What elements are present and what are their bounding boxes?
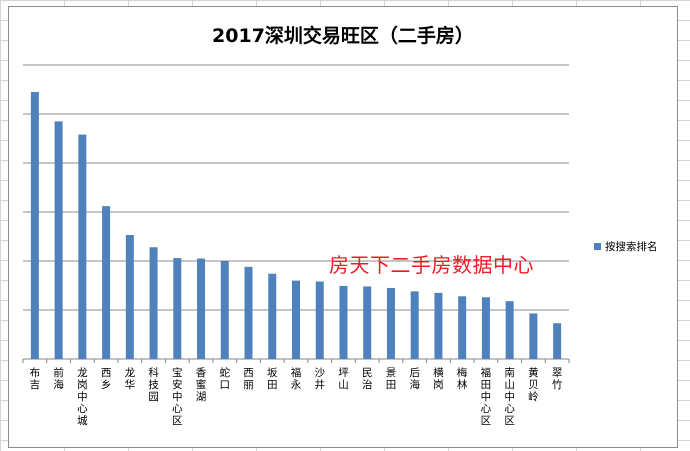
bar[interactable] xyxy=(505,301,514,359)
x-tick-label: 福田中心区 xyxy=(481,366,492,427)
x-tick-label: 龙岗中心城 xyxy=(77,366,88,427)
x-tick-label: 黄贝岭 xyxy=(528,366,539,403)
bar[interactable] xyxy=(149,247,158,359)
x-tick-label: 香蜜湖 xyxy=(196,367,207,403)
x-tick-label: 南山中心区 xyxy=(504,366,515,427)
bar[interactable] xyxy=(244,266,253,359)
x-tick-label: 景田 xyxy=(386,367,397,391)
bar[interactable] xyxy=(315,281,324,359)
x-tick-label: 民治 xyxy=(362,367,373,391)
bar[interactable] xyxy=(529,313,538,359)
x-tick-label: 福永 xyxy=(291,366,302,391)
x-tick-label: 横岗 xyxy=(433,366,444,391)
chart-title: 2017深圳交易旺区（二手房） xyxy=(212,25,474,47)
legend: 按搜索排名 xyxy=(594,239,658,254)
bar[interactable] xyxy=(197,258,206,359)
bar[interactable] xyxy=(220,261,229,359)
x-tick-label: 翠竹 xyxy=(552,367,563,391)
x-tick-label: 坪山 xyxy=(338,366,349,391)
bar[interactable] xyxy=(173,258,182,359)
bar[interactable] xyxy=(292,280,300,359)
bar[interactable] xyxy=(386,287,395,359)
x-tick-label: 坂田 xyxy=(267,367,278,391)
bar[interactable] xyxy=(102,206,111,359)
chart-area[interactable]: 布吉 前海 龙岗中心城 西乡 龙华 科技园 宝安中心区 香蜜湖 蛇口 西丽 坂田 福永 沙井 坪山 民治 景田… xyxy=(8,6,678,448)
x-tick-label: 布吉 xyxy=(30,367,41,391)
bar[interactable] xyxy=(339,285,348,359)
x-tick-label: 西丽 xyxy=(243,367,254,391)
bar[interactable] xyxy=(125,235,134,359)
x-tick-label: 后海 xyxy=(409,367,420,391)
bar[interactable] xyxy=(268,273,277,359)
x-tick-label: 蛇口 xyxy=(220,366,231,391)
bar[interactable] xyxy=(434,292,443,359)
x-tick-label: 沙井 xyxy=(314,367,325,391)
x-tick-label: 西乡 xyxy=(101,367,112,391)
x-tick-label: 梅林 xyxy=(457,366,468,391)
x-tick-label: 科技园 xyxy=(148,366,159,403)
watermark-text: 房天下二手房数据中心 xyxy=(329,253,534,277)
x-tick-label: 宝安中心区 xyxy=(172,366,183,427)
bar[interactable] xyxy=(481,297,490,359)
x-tick-label: 前海 xyxy=(53,366,64,391)
legend-label: 按搜索排名 xyxy=(605,241,658,253)
bar[interactable] xyxy=(54,121,63,359)
bar[interactable] xyxy=(78,134,87,359)
bar[interactable] xyxy=(458,296,467,359)
bar[interactable] xyxy=(30,91,39,359)
bar[interactable] xyxy=(553,323,562,359)
x-tick-label: 龙华 xyxy=(125,366,136,391)
bar[interactable] xyxy=(410,291,419,359)
bar[interactable] xyxy=(363,286,372,359)
legend-swatch xyxy=(594,243,601,250)
